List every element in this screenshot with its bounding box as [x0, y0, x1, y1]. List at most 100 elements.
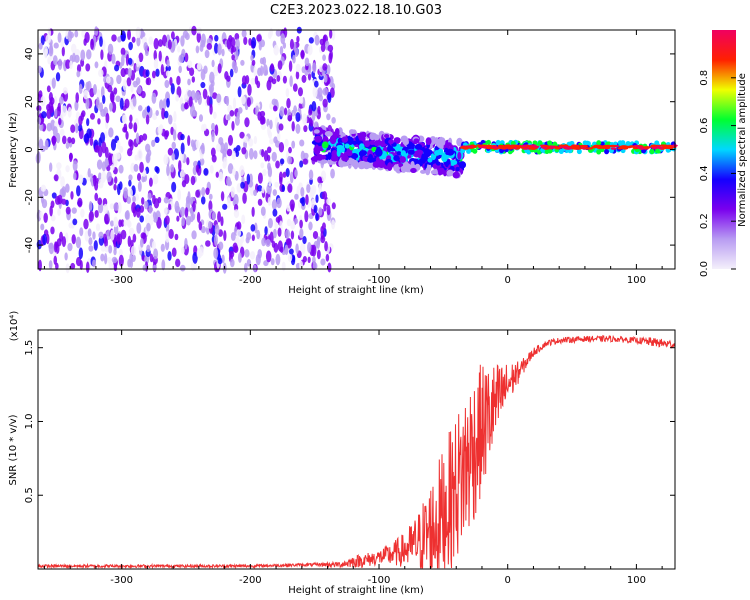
- spectrogram-cell: [139, 31, 146, 38]
- x-tick-label: -200: [239, 575, 262, 586]
- spectrogram-cell: [51, 192, 57, 199]
- spectrogram-cell: [192, 110, 198, 117]
- spectrogram-cell: [78, 174, 84, 185]
- spectrogram-cell: [113, 248, 117, 256]
- spectrogram-cell: [213, 234, 218, 246]
- spectrogram-cell: [109, 220, 115, 227]
- spectrogram-cell: [374, 148, 383, 157]
- spectrogram-cell: [142, 264, 147, 272]
- spectrogram-cell: [387, 162, 393, 171]
- spectrogram-cell: [272, 189, 277, 196]
- spectrogram-cell: [213, 66, 219, 77]
- spectrogram-cell: [322, 87, 329, 96]
- spectrogram-cell: [286, 218, 292, 227]
- spectrogram-cell: [596, 140, 602, 146]
- spectrogram-cell: [289, 75, 293, 88]
- spectrogram-cell: [111, 101, 117, 113]
- spectrogram-cell: [306, 183, 311, 194]
- spectrogram-cell: [507, 146, 514, 150]
- spectrogram-cell: [250, 54, 254, 62]
- spectrogram-cell: [129, 114, 133, 123]
- spectrogram-cell: [210, 147, 216, 157]
- spectrogram-cell: [303, 125, 308, 133]
- spectrogram-cell: [241, 29, 247, 38]
- spectrogram-cell: [164, 130, 169, 140]
- spectrogram-cell: [289, 171, 294, 184]
- spectrogram-cell: [236, 144, 241, 152]
- spectrogram-cell: [100, 49, 104, 61]
- y-tick-label: -40: [24, 237, 35, 253]
- spectrogram-cell: [133, 122, 138, 133]
- figure-title: C2E3.2023.022.18.10.G03: [270, 3, 442, 18]
- spectrogram-cell: [278, 171, 283, 182]
- spectrogram-cell: [541, 146, 548, 149]
- spectrogram-cell: [255, 254, 261, 266]
- spectrogram-cell: [123, 187, 129, 199]
- spectrogram-cell: [344, 143, 350, 149]
- spectrogram-cell: [104, 131, 108, 139]
- spectrogram-cell: [47, 56, 52, 65]
- spectrogram-cell: [64, 252, 68, 261]
- spectrogram-cell: [132, 195, 136, 203]
- spectrogram-cell: [312, 62, 317, 74]
- spectrogram-cell: [251, 234, 255, 242]
- spectrogram-cell: [49, 162, 53, 172]
- spectrogram-cell: [178, 65, 182, 74]
- spectrogram-cell: [52, 126, 58, 138]
- spectrogram-cell: [155, 109, 159, 116]
- spectrogram-cell: [128, 121, 133, 130]
- spectrogram-cell: [123, 219, 127, 227]
- spectrogram-cell: [139, 215, 144, 223]
- spectrogram-cell: [302, 236, 307, 245]
- spectrogram-cell: [173, 110, 177, 123]
- spectrogram-cell: [175, 94, 180, 102]
- y-tick-label: 1.0: [24, 414, 35, 430]
- spectrogram-cell: [139, 161, 144, 173]
- spectrogram-cell: [280, 33, 286, 45]
- spectrogram-cell: [209, 103, 213, 115]
- x-tick-label: -200: [239, 275, 262, 286]
- spectrogram-cell: [77, 197, 83, 208]
- spectrogram-cell: [265, 238, 271, 247]
- spectrogram-cell: [145, 69, 150, 77]
- spectrogram-cell: [322, 54, 326, 61]
- spectrogram-cell: [138, 134, 144, 143]
- spectrogram-cell: [441, 154, 448, 163]
- spectrogram-cell: [149, 214, 154, 226]
- snr-panel: -300 -200 -100 0 100 0.5 1.0 1.5 Height of str…: [8, 311, 676, 596]
- spectrogram-cell: [263, 150, 269, 162]
- spectrogram-cell: [108, 152, 112, 164]
- spectrogram-cell: [136, 222, 142, 234]
- spectrogram-cell: [119, 146, 124, 154]
- spectrogram-cell: [269, 138, 275, 145]
- spectrogram-cell: [203, 168, 209, 176]
- spectrogram-cell: [610, 144, 617, 148]
- spectrogram-cell: [325, 253, 330, 262]
- spectrogram-cell: [191, 25, 197, 36]
- spectrogram-cell: [100, 132, 106, 144]
- spectrogram-cell: [287, 183, 293, 193]
- snr-x-label: Height of straight line (km): [288, 585, 424, 596]
- spectrogram-cell: [485, 146, 492, 149]
- spectrogram-cell: [131, 36, 136, 43]
- spectrogram-cell: [117, 201, 122, 214]
- spectrogram-cell: [128, 57, 133, 66]
- spectrogram-cell: [180, 35, 185, 47]
- spectrogram-cell: [125, 210, 130, 221]
- spectrogram-cell: [71, 234, 76, 245]
- spectrogram-cell: [59, 96, 64, 105]
- spectrogram-cell: [250, 77, 256, 85]
- spectrogram-cell: [102, 94, 106, 105]
- y-tick-label: 40: [24, 48, 35, 61]
- spectrogram-cell: [460, 163, 465, 169]
- spectrogram-cell: [351, 140, 358, 145]
- spectrogram-cell: [309, 119, 314, 127]
- spectrogram-cell: [299, 160, 304, 168]
- spectrogram-cell: [163, 154, 169, 165]
- spectrogram-cell: [116, 74, 122, 85]
- spectrogram-cell: [336, 149, 341, 157]
- spectrogram-cell: [118, 164, 124, 174]
- spectrogram-cell: [231, 120, 235, 131]
- spectrogram-cell: [211, 122, 215, 131]
- spectrogram-cell: [94, 210, 99, 218]
